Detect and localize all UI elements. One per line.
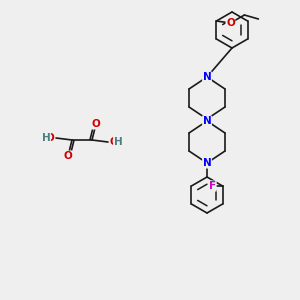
Text: N: N (202, 158, 211, 168)
Text: F: F (209, 181, 216, 191)
Text: O: O (110, 137, 119, 147)
Text: N: N (202, 116, 211, 126)
Text: H: H (42, 133, 50, 143)
Text: O: O (64, 151, 72, 161)
Text: H: H (114, 137, 122, 147)
Text: O: O (45, 133, 54, 143)
Text: O: O (92, 119, 100, 129)
Text: O: O (226, 18, 235, 28)
Text: N: N (202, 72, 211, 82)
